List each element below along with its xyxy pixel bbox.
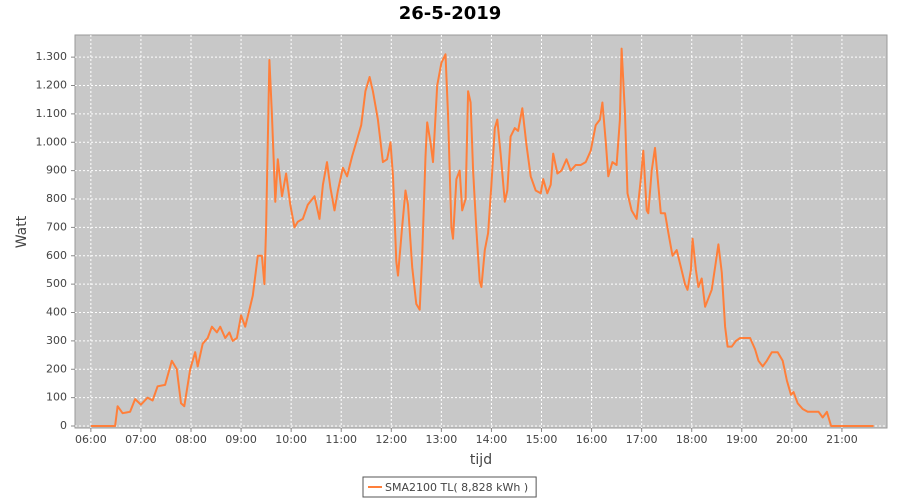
y-tick-label: 1.100 [36, 107, 68, 120]
x-tick-label: 09:00 [225, 433, 257, 446]
x-tick-label: 15:00 [526, 433, 558, 446]
y-axis-title: Watt [14, 215, 30, 248]
x-tick-label: 19:00 [726, 433, 758, 446]
x-tick-label: 07:00 [125, 433, 157, 446]
y-tick-label: 1.000 [36, 135, 68, 148]
x-tick-label: 10:00 [275, 433, 307, 446]
x-tick-label: 13:00 [426, 433, 458, 446]
x-tick-label: 12:00 [375, 433, 407, 446]
y-tick-label: 200 [46, 362, 67, 375]
y-tick-label: 900 [46, 164, 67, 177]
y-tick-label: 1.300 [36, 50, 68, 63]
x-tick-label: 11:00 [325, 433, 357, 446]
series-line [90, 47, 874, 427]
y-tick-label: 600 [46, 249, 67, 262]
y-tick-label: 400 [46, 306, 67, 319]
x-tick-label: 08:00 [175, 433, 207, 446]
y-tick-label: 100 [46, 391, 67, 404]
x-tick-label: 21:00 [826, 433, 858, 446]
chart-title: 26-5-2019 [399, 3, 502, 24]
y-tick-label: 500 [46, 277, 67, 290]
x-tick-label: 14:00 [476, 433, 508, 446]
legend: SMA2100 TL( 8,828 kWh ) [362, 476, 537, 498]
plot-area [74, 34, 888, 429]
y-tick-label: 1.200 [36, 79, 68, 92]
x-tick-label: 20:00 [776, 433, 808, 446]
x-tick-label: 06:00 [75, 433, 107, 446]
y-tick-label: 800 [46, 192, 67, 205]
x-tick-label: 17:00 [626, 433, 658, 446]
y-tick-label: 0 [60, 419, 67, 432]
y-tick-label: 300 [46, 334, 67, 347]
x-tick-label: 18:00 [676, 433, 708, 446]
x-axis-title: tijd [470, 452, 492, 468]
legend-box [362, 476, 537, 498]
legend-label: SMA2100 TL( 8,828 kWh ) [385, 481, 528, 494]
x-tick-label: 16:00 [576, 433, 608, 446]
y-tick-label: 700 [46, 220, 67, 233]
